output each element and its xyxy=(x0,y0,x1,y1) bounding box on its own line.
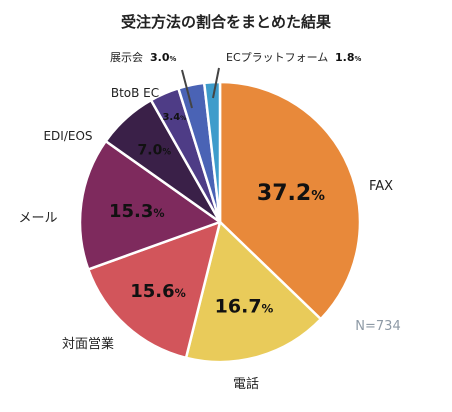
category-label-slice-3: 対面営業 xyxy=(62,336,114,352)
slices-layer xyxy=(78,80,362,364)
category-label-slice-4: メール xyxy=(18,211,57,226)
value-label-edi-eos: 7.0% xyxy=(138,142,172,158)
category-label-edi-eos: EDI/EOS xyxy=(43,129,92,143)
value-label-ec: 1.8% xyxy=(335,51,362,64)
value-label-slice-7: 3.0% xyxy=(150,51,177,64)
sample-size-note: N=734 xyxy=(355,319,400,334)
value-label-slice-4: 15.3% xyxy=(109,201,165,222)
pie-slice-fax xyxy=(218,80,362,321)
value-label-fax: 37.2% xyxy=(257,181,325,206)
pie-slice-slice-4 xyxy=(78,139,222,271)
category-label-ec: ECプラットフォーム xyxy=(226,51,328,64)
chart-title: 受注方法の割合をまとめた結果 xyxy=(121,13,332,31)
value-label-slice-2: 16.7% xyxy=(215,295,274,317)
leader-line-ec xyxy=(212,67,220,99)
value-label-slice-3: 15.6% xyxy=(130,281,186,302)
value-label-btob-ec: 3.4% xyxy=(162,112,186,123)
pie-slice-slice-2 xyxy=(184,220,323,364)
pie-slice-slice-3 xyxy=(87,220,222,360)
category-label-fax: FAX xyxy=(369,179,393,194)
category-label-slice-7: 展示会 xyxy=(110,51,143,64)
pie-slice-ec xyxy=(202,80,222,224)
labels-layer: 37.2% FAX 16.7% 電話 15.6% 対面営業 15.3% メール 7.0% EDI/… xyxy=(18,51,393,392)
leader-lines xyxy=(181,67,220,109)
category-label-slice-2: 電話 xyxy=(233,376,259,392)
leader-line-slice-7 xyxy=(181,69,193,109)
category-label-btob-ec: BtoB EC xyxy=(111,86,159,100)
